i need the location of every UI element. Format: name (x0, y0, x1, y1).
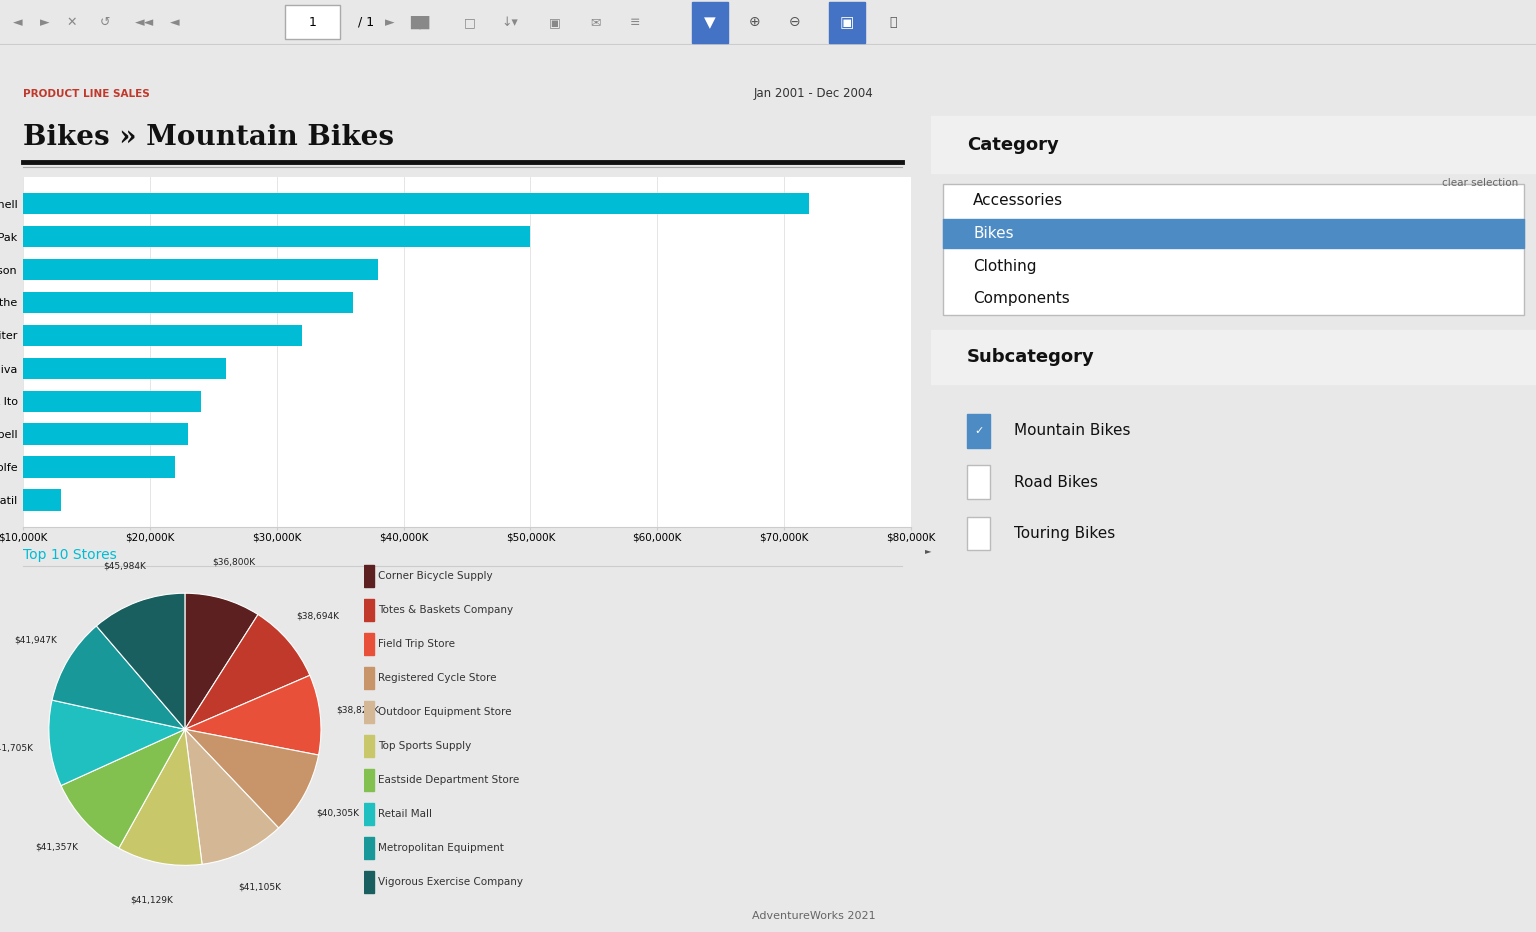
Bar (364, 838, 373, 859)
Wedge shape (118, 729, 203, 865)
Text: ▣: ▣ (550, 16, 561, 29)
Text: $41,357K: $41,357K (35, 843, 78, 852)
Text: ⊕: ⊕ (750, 15, 760, 30)
Text: ◄◄: ◄◄ (135, 16, 155, 29)
Wedge shape (184, 593, 258, 729)
Text: Eastside Department Store: Eastside Department Store (378, 775, 519, 786)
Bar (0, 457, 175, 478)
Bar (364, 803, 373, 825)
Wedge shape (184, 614, 310, 729)
Text: / 1: / 1 (358, 16, 375, 29)
Wedge shape (184, 729, 318, 828)
Wedge shape (97, 593, 184, 729)
Text: ▣: ▣ (840, 15, 854, 30)
Bar (0, 226, 530, 247)
Bar (364, 871, 373, 893)
Text: ↺: ↺ (100, 16, 111, 29)
Wedge shape (52, 626, 184, 729)
Bar (364, 735, 373, 757)
Bar (0, 423, 187, 445)
Bar (0, 358, 226, 379)
Text: $38,694K: $38,694K (296, 611, 339, 621)
Bar (0, 324, 303, 346)
Bar (693, 2, 728, 43)
Text: Components: Components (974, 292, 1071, 307)
Text: $41,129K: $41,129K (131, 896, 174, 905)
Bar (829, 2, 865, 43)
Text: ►: ► (40, 16, 49, 29)
Text: clear selection: clear selection (1442, 178, 1518, 188)
Text: $41,947K: $41,947K (14, 636, 57, 644)
Text: $45,984K: $45,984K (103, 561, 146, 570)
Text: Clothing: Clothing (974, 258, 1037, 274)
Text: ██: ██ (410, 16, 430, 29)
Text: ◄: ◄ (170, 16, 180, 29)
Text: AdventureWorks 2021: AdventureWorks 2021 (753, 911, 876, 921)
Text: $41,705K: $41,705K (0, 743, 34, 752)
Text: 1: 1 (309, 16, 316, 29)
Wedge shape (61, 729, 184, 848)
Text: ◄: ◄ (14, 16, 23, 29)
Text: 🔍: 🔍 (889, 16, 897, 29)
Text: Registered Cycle Store: Registered Cycle Store (378, 673, 496, 683)
Text: Totes & Baskets Company: Totes & Baskets Company (378, 605, 513, 615)
Text: Mountain Bikes: Mountain Bikes (1014, 423, 1130, 438)
Text: Top Sports Supply: Top Sports Supply (378, 741, 472, 751)
Bar (968, 414, 991, 447)
Bar (968, 465, 991, 499)
Bar (364, 667, 373, 689)
Wedge shape (49, 700, 184, 786)
Text: Touring Bikes: Touring Bikes (1014, 527, 1115, 541)
Text: Retail Mall: Retail Mall (378, 809, 432, 819)
Text: Category: Category (968, 135, 1058, 154)
Text: ▼: ▼ (703, 15, 716, 30)
Text: $40,305K: $40,305K (316, 808, 359, 817)
Bar (286, 6, 339, 39)
Bar (364, 566, 373, 587)
Text: ✉: ✉ (590, 16, 601, 29)
Wedge shape (184, 729, 278, 864)
Wedge shape (184, 676, 321, 755)
Text: ►: ► (386, 16, 395, 29)
Text: Bikes: Bikes (974, 226, 1014, 240)
Text: Vigorous Exercise Company: Vigorous Exercise Company (378, 877, 524, 887)
Bar (0, 259, 378, 281)
Bar (0, 391, 201, 412)
Text: Metropolitan Equipment: Metropolitan Equipment (378, 843, 504, 854)
Bar (931, 331, 1536, 384)
Bar (943, 184, 1524, 315)
Text: Subcategory: Subcategory (968, 348, 1095, 366)
Text: ↓▾: ↓▾ (502, 16, 518, 29)
Text: Bikes » Mountain Bikes: Bikes » Mountain Bikes (23, 124, 395, 150)
Text: Top 10 Employees: Top 10 Employees (23, 182, 149, 196)
Text: Top 10 Stores: Top 10 Stores (23, 548, 117, 562)
Text: Corner Bicycle Supply: Corner Bicycle Supply (378, 571, 493, 582)
Bar (0, 292, 353, 313)
Text: $38,829K: $38,829K (336, 706, 379, 715)
Text: ✕: ✕ (66, 16, 77, 29)
Text: Accessories: Accessories (974, 193, 1063, 208)
Text: Field Trip Store: Field Trip Store (378, 639, 455, 650)
Text: PRODUCT LINE SALES: PRODUCT LINE SALES (23, 89, 151, 99)
Text: ≡: ≡ (630, 16, 641, 29)
Bar (364, 634, 373, 655)
Text: $36,800K: $36,800K (212, 557, 255, 567)
Bar (0, 489, 61, 511)
Text: ⊖: ⊖ (790, 15, 800, 30)
Text: □: □ (464, 16, 476, 29)
Bar (364, 702, 373, 723)
Text: Road Bikes: Road Bikes (1014, 474, 1098, 489)
Text: ►: ► (925, 546, 931, 555)
Text: ✓: ✓ (974, 426, 983, 435)
Bar (0, 193, 809, 214)
Bar (943, 218, 1524, 248)
Text: Jan 2001 - Dec 2004: Jan 2001 - Dec 2004 (754, 87, 874, 100)
Text: Outdoor Equipment Store: Outdoor Equipment Store (378, 707, 511, 718)
Bar (364, 599, 373, 621)
Bar (931, 116, 1536, 173)
Text: $41,105K: $41,105K (238, 883, 281, 891)
Bar (968, 516, 991, 551)
Bar (364, 770, 373, 791)
